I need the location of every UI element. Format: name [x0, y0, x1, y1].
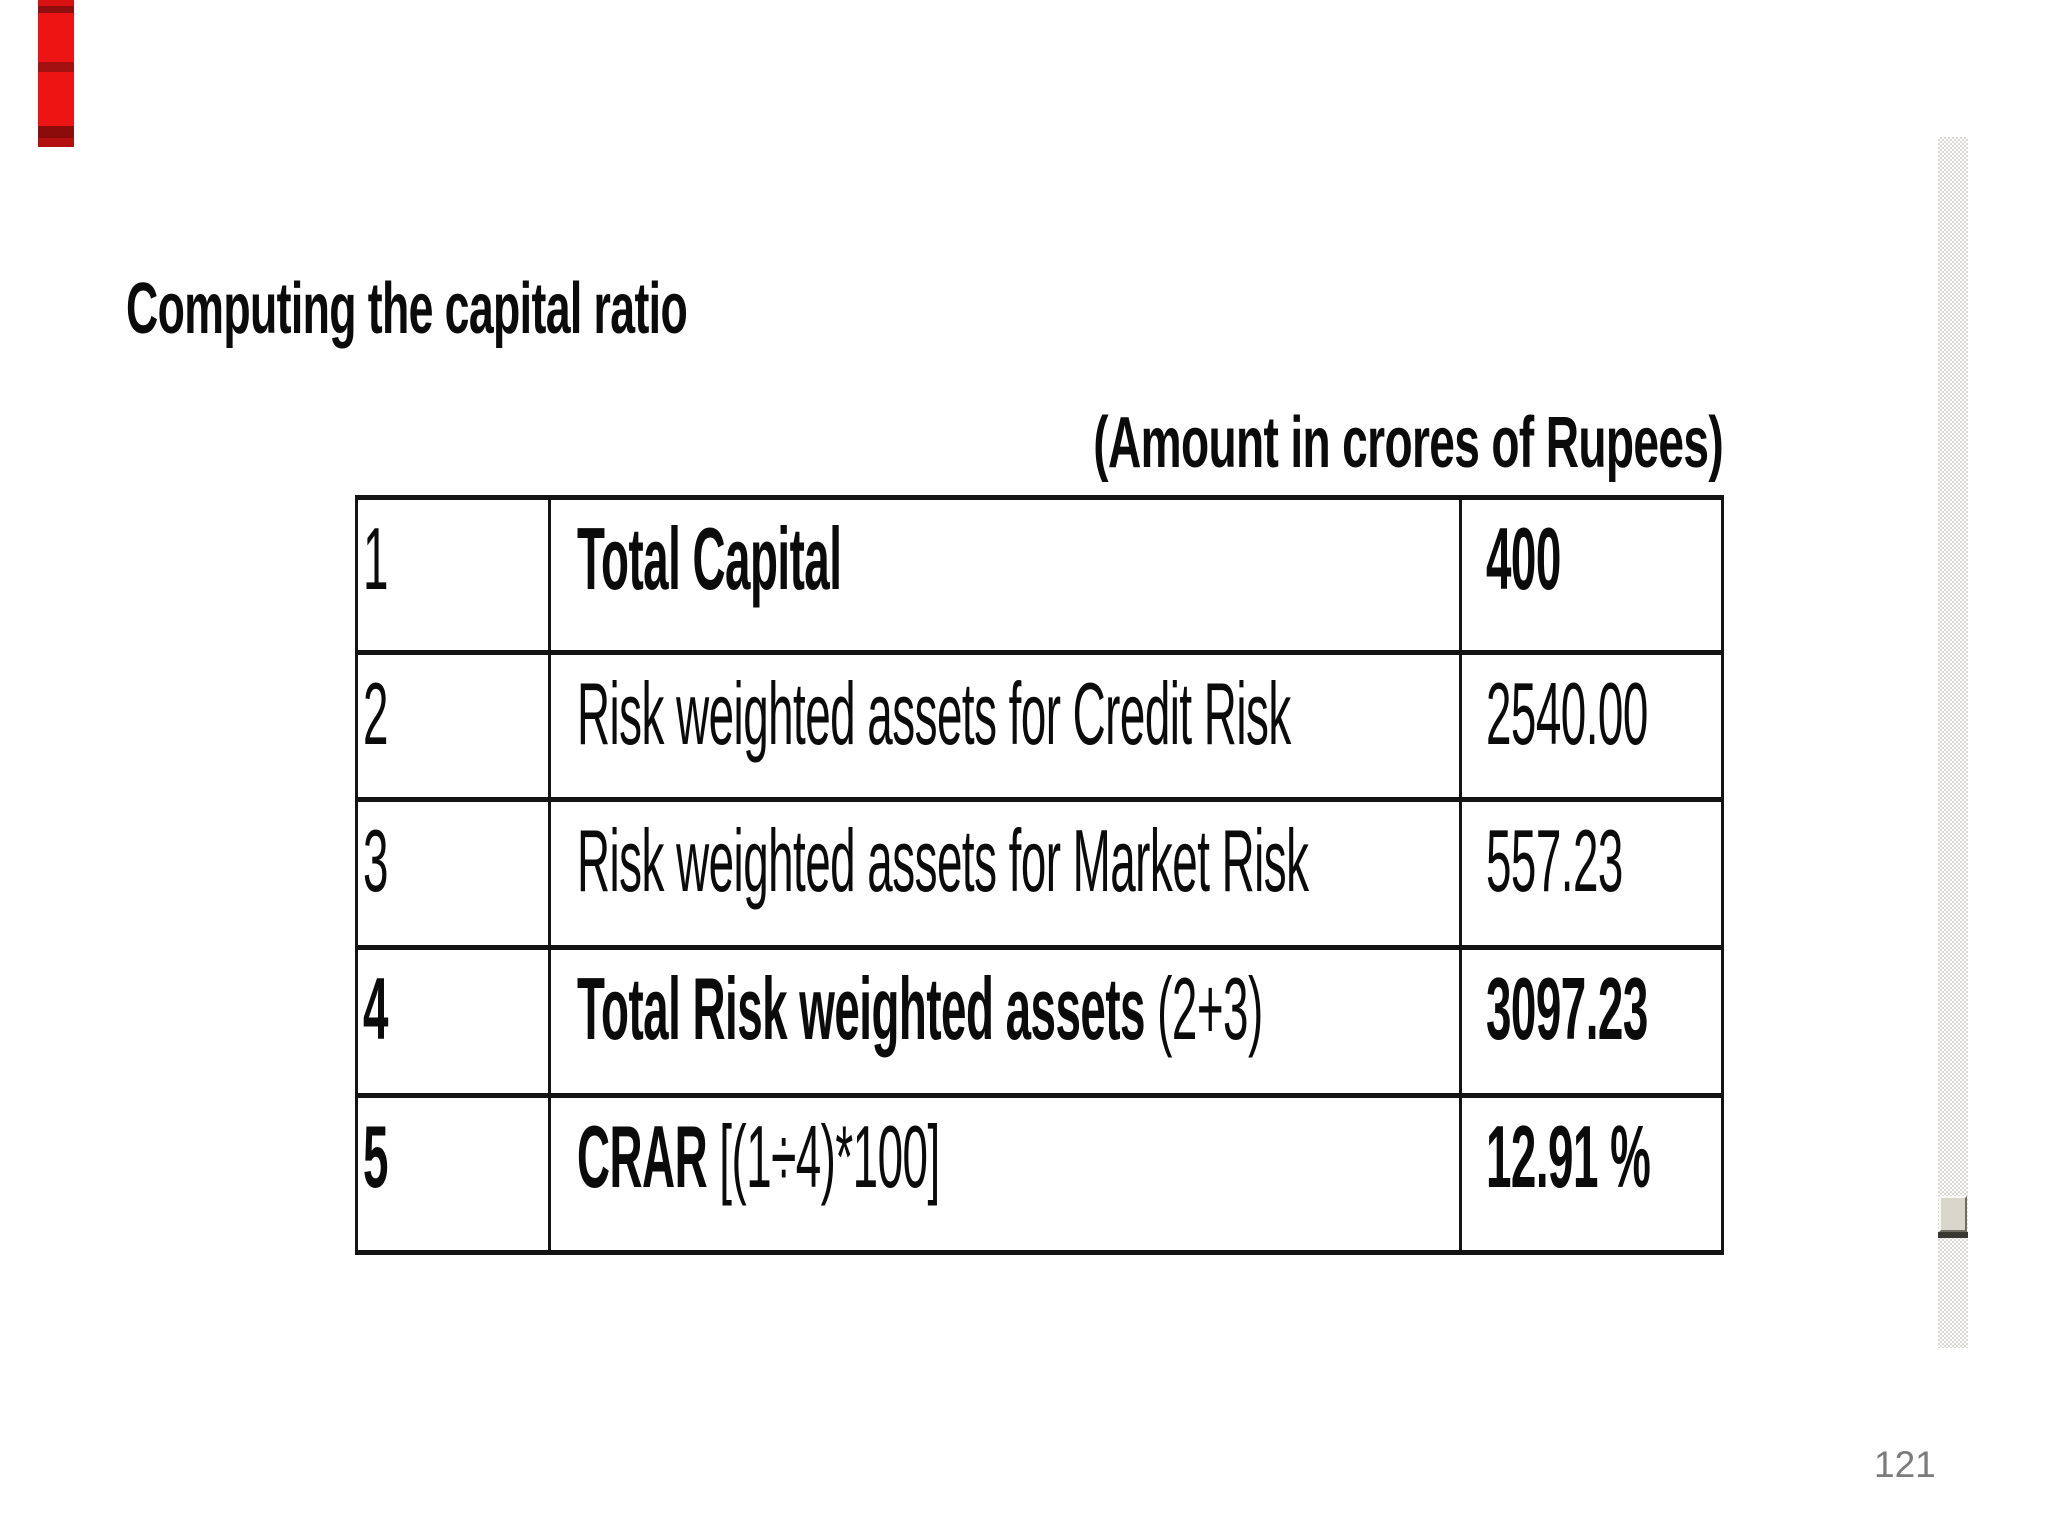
- page-title-text: Computing the capital ratio: [126, 269, 688, 349]
- table-caption-text: (Amount in crores of Rupees): [1093, 403, 1723, 483]
- red-marker: [38, 0, 74, 147]
- page-number: 121: [1874, 1444, 1936, 1485]
- table-row: 3 Risk weighted assets for Market Risk 5…: [355, 797, 1724, 950]
- capital-ratio-table: 1 Total Capital 400 2 Risk weighted asse…: [355, 495, 1724, 1255]
- row-value-cell: 2540.00: [1459, 650, 1724, 802]
- row-label-cell: Risk weighted assets for Market Risk: [548, 797, 1462, 950]
- row-number-cell: 1: [355, 495, 551, 655]
- table-row: 5 CRAR [(1÷4)*100] 12.91 %: [355, 1093, 1724, 1255]
- row-value-cell: 3097.23: [1459, 945, 1724, 1098]
- row-label-cell: Total Risk weighted assets (2+3): [548, 945, 1462, 1098]
- row-value-cell: 557.23: [1459, 797, 1724, 950]
- row-number-cell: 3: [355, 797, 551, 950]
- row-label-cell: Risk weighted assets for Credit Risk: [548, 650, 1462, 802]
- row-number-cell: 4: [355, 945, 551, 1098]
- row-label-cell: Total Capital: [548, 495, 1462, 655]
- row-value-cell: 12.91 %: [1459, 1093, 1724, 1255]
- table-row: 1 Total Capital 400: [355, 495, 1724, 655]
- scrollbar-track[interactable]: [1938, 137, 1968, 1348]
- scrollbar-thumb[interactable]: [1939, 1196, 1967, 1232]
- table-row: 2 Risk weighted assets for Credit Risk 2…: [355, 650, 1724, 802]
- row-label-cell: CRAR [(1÷4)*100]: [548, 1093, 1462, 1255]
- page-title: Computing the capital ratio: [126, 268, 1031, 350]
- row-number-cell: 2: [355, 650, 551, 802]
- row-number-cell: 5: [355, 1093, 551, 1255]
- table-caption: (Amount in crores of Rupees): [739, 402, 1723, 484]
- row-value-cell: 400: [1459, 495, 1724, 655]
- table-row: 4 Total Risk weighted assets (2+3) 3097.…: [355, 945, 1724, 1098]
- scrollbar-thumb-shadow: [1938, 1232, 1968, 1238]
